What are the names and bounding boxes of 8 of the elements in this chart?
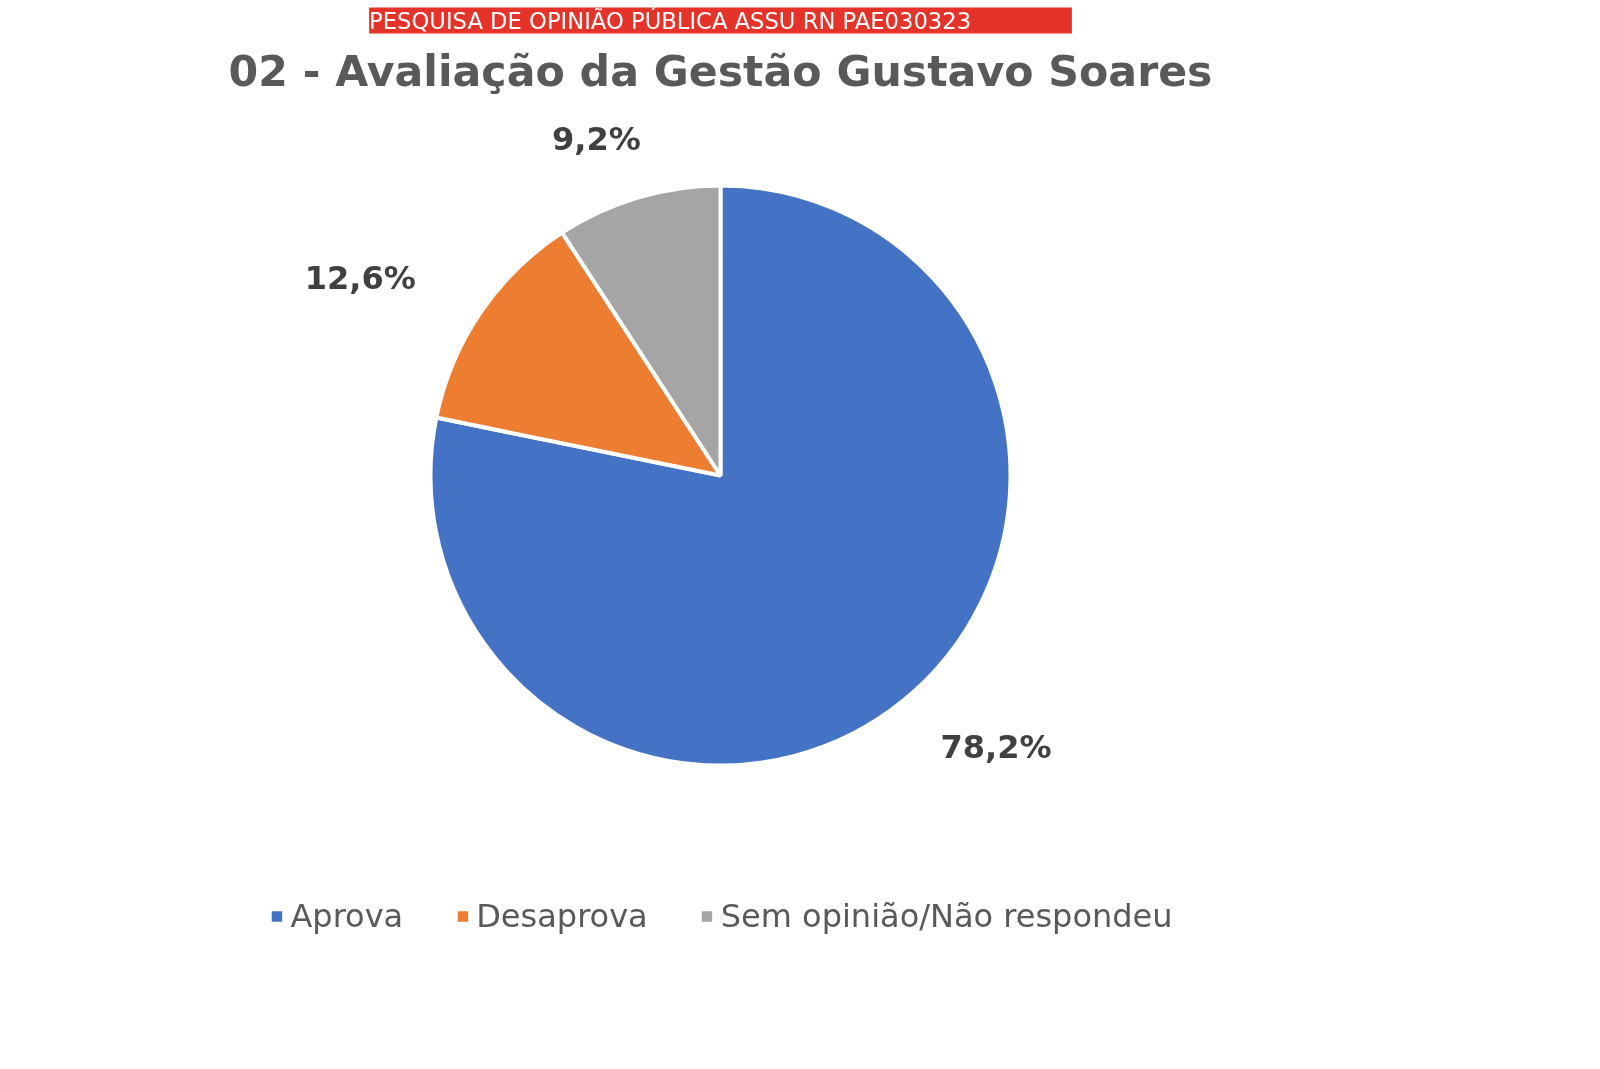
legend-label: Sem opinião/Não respondeu [720, 897, 1173, 935]
data-label: 78,2% [940, 728, 1052, 767]
data-label: 9,2% [551, 120, 641, 159]
legend-label: Desaprova [476, 897, 648, 935]
chart-subtitle: PESQUISA DE OPINIÃO PÚBLICA ASSU RN PAE030323 [369, 6, 972, 34]
legend-label: Aprova [290, 897, 404, 935]
chart-title: 02 - Avaliação da Gestão Gustavo Soares [228, 45, 1213, 96]
data-label: 12,6% [304, 259, 416, 298]
